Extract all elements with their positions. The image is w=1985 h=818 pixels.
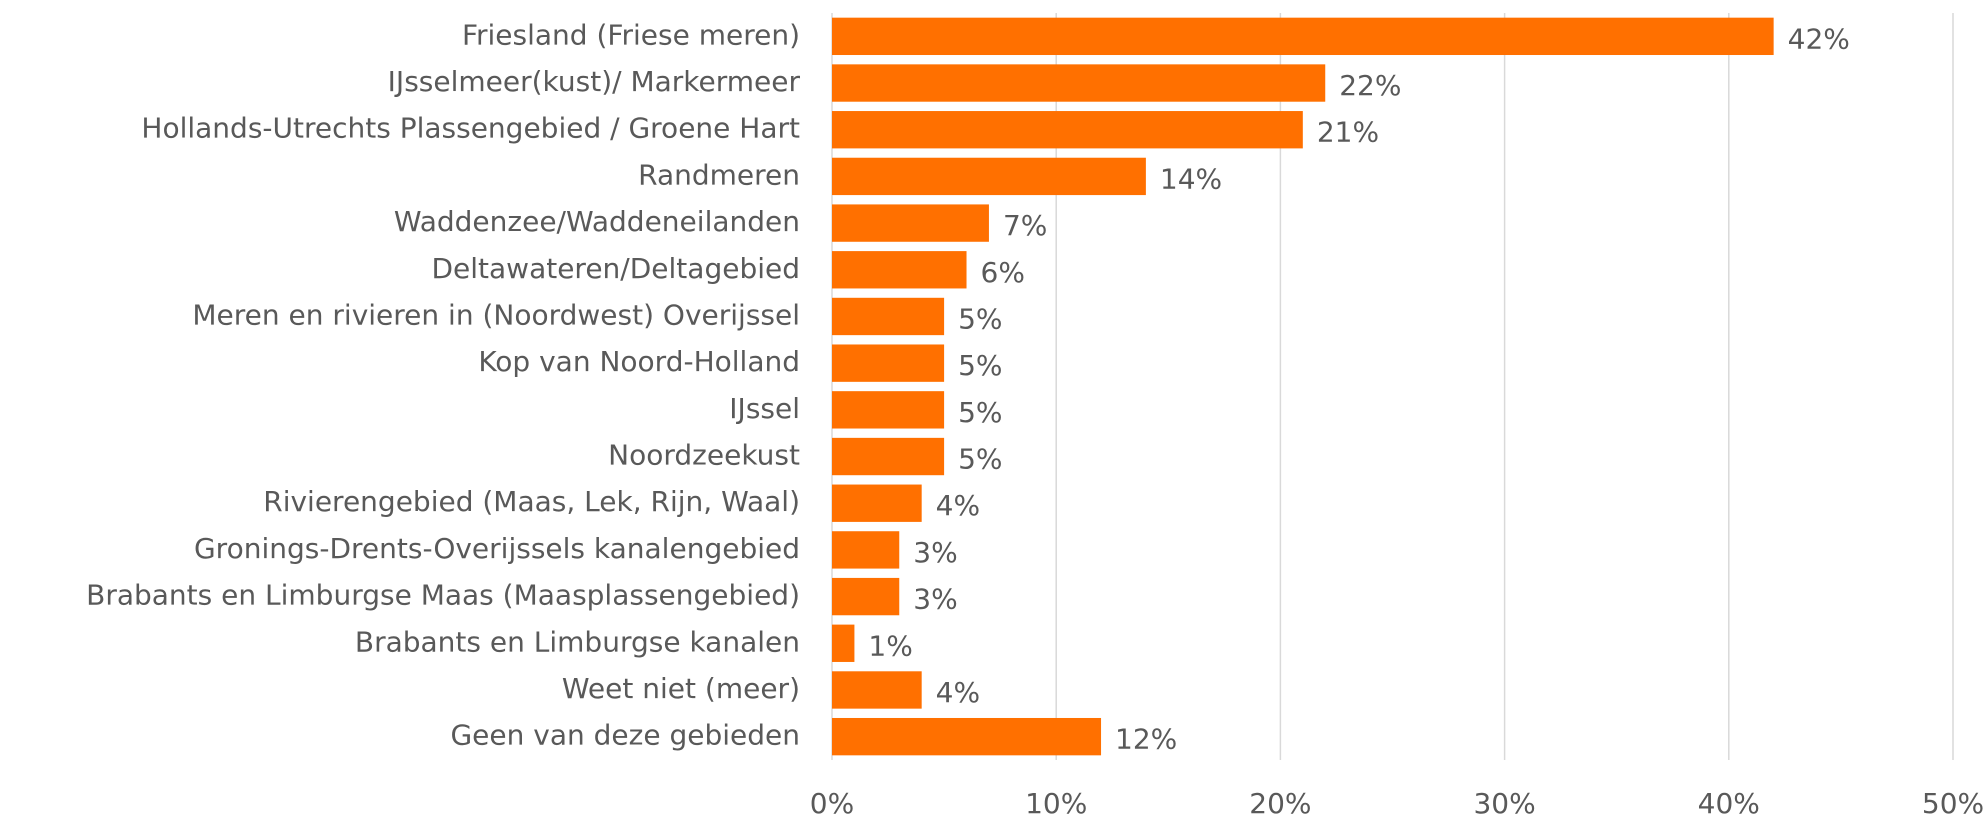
x-tick-label: 30% — [1473, 787, 1535, 818]
bar — [832, 671, 922, 709]
bar — [832, 251, 967, 289]
y-tick-label: Waddenzee/Waddeneilanden — [394, 205, 800, 238]
data-label: 21% — [1317, 116, 1379, 149]
bar — [832, 577, 900, 616]
y-tick-label: Rivierengebied (Maas, Lek, Rijn, Waal) — [263, 485, 800, 518]
y-tick-label: Geen van deze gebieden — [450, 719, 800, 752]
bar — [832, 344, 945, 382]
x-tick-label: 0% — [810, 787, 854, 818]
data-label: 3% — [913, 536, 957, 569]
y-tick-label: Friesland (Friese meren) — [462, 18, 800, 51]
bar — [832, 111, 1303, 149]
data-label: 5% — [958, 396, 1002, 429]
data-label: 5% — [958, 443, 1002, 476]
data-label: 6% — [981, 256, 1025, 289]
x-tick-label: 20% — [1249, 787, 1311, 818]
data-label: 4% — [936, 676, 980, 709]
y-tick-label: Weet niet (meer) — [562, 672, 800, 705]
y-tick-label: Meren en rivieren in (Noordwest) Overijs… — [192, 298, 800, 331]
y-tick-label: Brabants en Limburgse kanalen — [355, 625, 800, 658]
data-label: 12% — [1115, 723, 1177, 756]
data-label: 22% — [1339, 69, 1401, 102]
y-tick-label: Noordzeekust — [608, 439, 800, 472]
data-label: 3% — [913, 583, 957, 616]
bar — [832, 717, 1102, 756]
bar — [832, 531, 900, 569]
y-tick-label: Gronings-Drents-Overijssels kanalengebie… — [194, 532, 800, 565]
x-tick-label: 50% — [1922, 787, 1984, 818]
bar — [832, 204, 989, 242]
y-tick-label: IJsselmeer(kust)/ Markermeer — [388, 65, 801, 98]
x-tick-label: 40% — [1698, 787, 1760, 818]
data-label: 5% — [958, 349, 1002, 382]
data-label: 14% — [1160, 162, 1222, 195]
y-tick-label: Deltawateren/Deltagebied — [431, 252, 800, 285]
x-tick-label: 10% — [1025, 787, 1087, 818]
data-label: 42% — [1788, 22, 1850, 55]
y-tick-label: Hollands-Utrechts Plassengebied / Groene… — [141, 112, 800, 145]
y-tick-label: Kop van Noord-Holland — [478, 345, 800, 378]
y-tick-label: IJssel — [729, 392, 800, 425]
bar — [832, 391, 945, 429]
y-tick-label: Randmeren — [638, 158, 800, 191]
data-label: 5% — [958, 302, 1002, 335]
data-label: 4% — [936, 489, 980, 522]
bar — [832, 624, 855, 662]
data-label: 1% — [868, 629, 912, 662]
bar — [832, 64, 1326, 102]
bar — [832, 437, 945, 476]
bar — [832, 297, 945, 336]
bar — [832, 17, 1774, 56]
data-label: 7% — [1003, 209, 1047, 242]
bar — [832, 484, 922, 522]
bar — [832, 157, 1146, 196]
y-tick-label: Brabants en Limburgse Maas (Maasplasseng… — [86, 579, 800, 612]
